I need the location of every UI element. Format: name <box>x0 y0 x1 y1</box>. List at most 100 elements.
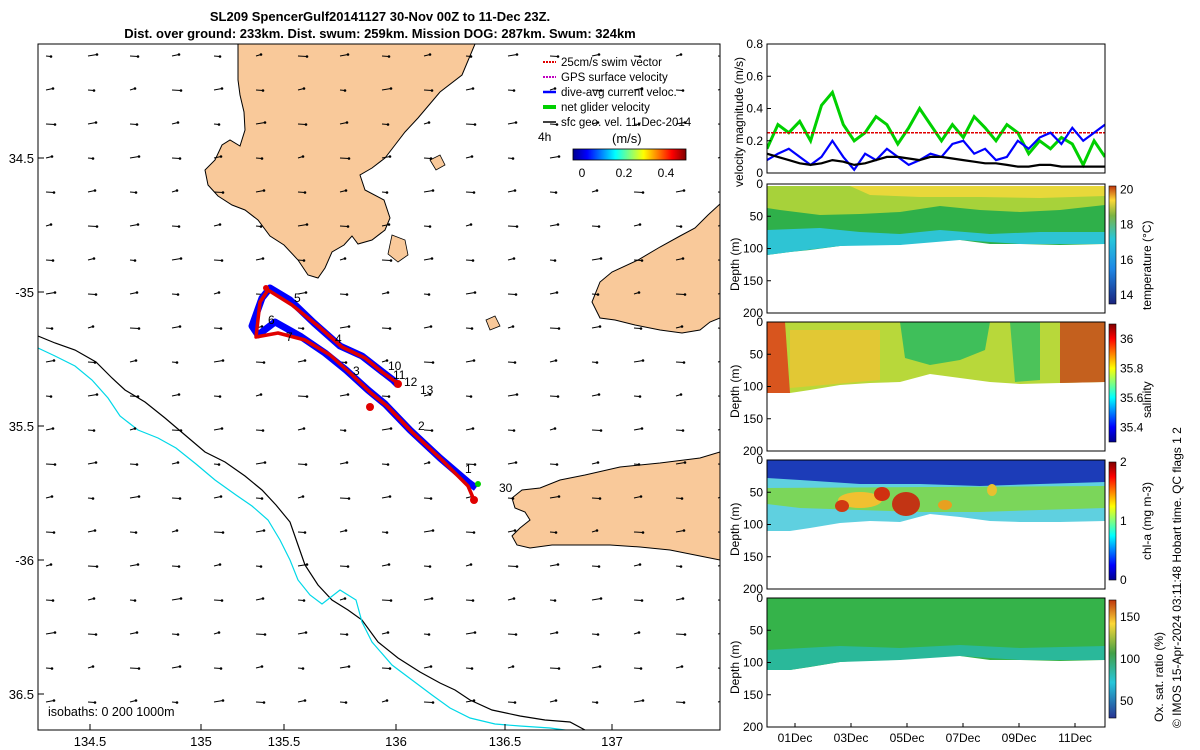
vector-arrow <box>717 667 720 669</box>
vector-arrow-head <box>134 191 138 194</box>
vector-arrow-head <box>135 291 139 294</box>
temperature-colorbar-label: temperature (°C) <box>1140 220 1154 311</box>
vector-arrow <box>717 361 720 363</box>
vector-arrow <box>213 700 224 703</box>
vector-arrow <box>381 599 392 601</box>
x-tick-label: 136 <box>385 734 407 749</box>
vector-arrow-head <box>302 599 306 602</box>
vector-arrow-head <box>469 223 473 226</box>
speed-y-tick-label: 0 <box>756 166 763 180</box>
vector-arrow-head <box>343 429 347 432</box>
vector-arrow <box>129 327 140 329</box>
vector-arrow-head <box>511 325 515 328</box>
vector-arrow <box>549 327 560 329</box>
vector-arrow-head <box>557 667 561 670</box>
chla-patch <box>835 500 849 512</box>
vector-arrow-head <box>680 665 684 668</box>
track-label: 12 <box>404 375 418 389</box>
vector-arrow-head <box>95 565 99 568</box>
colorbar-tick: 0 <box>579 166 586 180</box>
vector-arrow-head <box>91 325 95 328</box>
vector-arrow <box>255 462 266 465</box>
vector-arrow-head <box>681 429 685 432</box>
vector-arrow <box>633 700 644 703</box>
colorbar-tick-label: 20 <box>1120 183 1134 197</box>
vector-arrow <box>87 122 97 125</box>
oxygen-lower <box>767 645 1105 670</box>
track-label: 6 <box>268 313 275 327</box>
vector-arrow-head <box>431 189 435 192</box>
vector-arrow <box>171 89 182 91</box>
vector-arrow-head <box>218 223 222 226</box>
vector-arrow <box>549 395 559 397</box>
depth-tick-label: 100 <box>743 518 763 532</box>
vector-arrow-head <box>428 565 432 568</box>
vector-arrow-head <box>596 633 600 636</box>
section-colorbars <box>1108 185 1117 719</box>
vector-arrow <box>339 157 350 159</box>
depth-tick-label: 0 <box>756 453 763 467</box>
vector-arrow <box>507 633 517 635</box>
vector-arrow-head <box>512 257 516 260</box>
vector-arrow-head <box>220 427 224 430</box>
vector-arrow-head <box>175 701 179 704</box>
vector-arrow <box>465 191 475 193</box>
depth-tick-label: 150 <box>743 550 763 564</box>
vector-arrow <box>507 225 518 227</box>
legend-label: sfc geo. vel. 11-Dec-2014 <box>561 117 692 129</box>
colorbar-tick-label: 35.6 <box>1120 391 1144 405</box>
vector-arrow-head <box>302 259 306 262</box>
vector-arrow-head <box>260 497 264 500</box>
vector-arrow <box>717 395 720 397</box>
vector-arrow <box>339 54 349 57</box>
vector-arrow <box>591 429 602 431</box>
land-eyre-peninsula <box>204 44 476 279</box>
vector-arrow <box>45 191 55 193</box>
colorbar-tick-label: 2 <box>1120 455 1127 469</box>
vector-arrow-head <box>387 563 391 566</box>
vector-arrow-head <box>596 121 600 124</box>
vector-arrow-head <box>427 293 431 296</box>
vector-arrow <box>45 700 55 703</box>
vector-arrow <box>297 55 308 57</box>
vector-arrow <box>591 326 601 329</box>
depth-tick-label: 0 <box>756 315 763 329</box>
vector-arrow-head <box>682 529 686 532</box>
vector-arrow-head <box>261 429 265 432</box>
vector-arrow <box>129 667 140 669</box>
vector-arrow <box>465 292 476 295</box>
vector-arrow-head <box>344 361 348 364</box>
vector-arrow-head <box>94 633 98 636</box>
temperature-panel <box>766 183 1106 314</box>
vector-arrow-head <box>598 325 602 328</box>
vector-arrow-head <box>51 259 55 262</box>
x-tick-label: 136.5 <box>489 734 522 749</box>
vector-arrow-head <box>514 121 518 124</box>
speed-y-tick-labels: 0 0.2 0.4 0.6 0.8 <box>746 37 771 180</box>
vector-arrow-head <box>469 55 473 58</box>
credit-text: © IMOS 15-Apr-2024 03:11:48 Hobart time.… <box>1170 427 1184 728</box>
vector-arrow-head <box>473 291 477 294</box>
vector-arrow <box>423 361 434 363</box>
vector-arrow <box>633 360 644 363</box>
vector-arrow <box>87 394 98 397</box>
vector-arrow-head <box>640 259 644 262</box>
vector-arrow-head <box>515 53 519 56</box>
vector-arrow-head <box>263 461 267 464</box>
vector-arrow-head <box>91 157 95 160</box>
vector-arrow-head <box>347 665 351 668</box>
vector-arrow-head <box>639 667 643 670</box>
vector-arrow <box>675 190 685 193</box>
vector-arrow-head <box>723 599 726 602</box>
vector-arrow-head <box>469 563 473 566</box>
vector-arrow <box>717 633 720 635</box>
vector-arrow-head <box>387 395 391 398</box>
vector-arrow <box>381 428 392 431</box>
vector-arrow <box>717 599 720 601</box>
depth-tick-label: 150 <box>743 412 763 426</box>
vector-arrow-head <box>134 699 138 702</box>
vector-arrow-head <box>723 427 726 430</box>
colorbar-tick-label: 50 <box>1120 694 1134 708</box>
vector-arrow <box>465 700 475 703</box>
vector-arrow-head <box>679 565 683 568</box>
